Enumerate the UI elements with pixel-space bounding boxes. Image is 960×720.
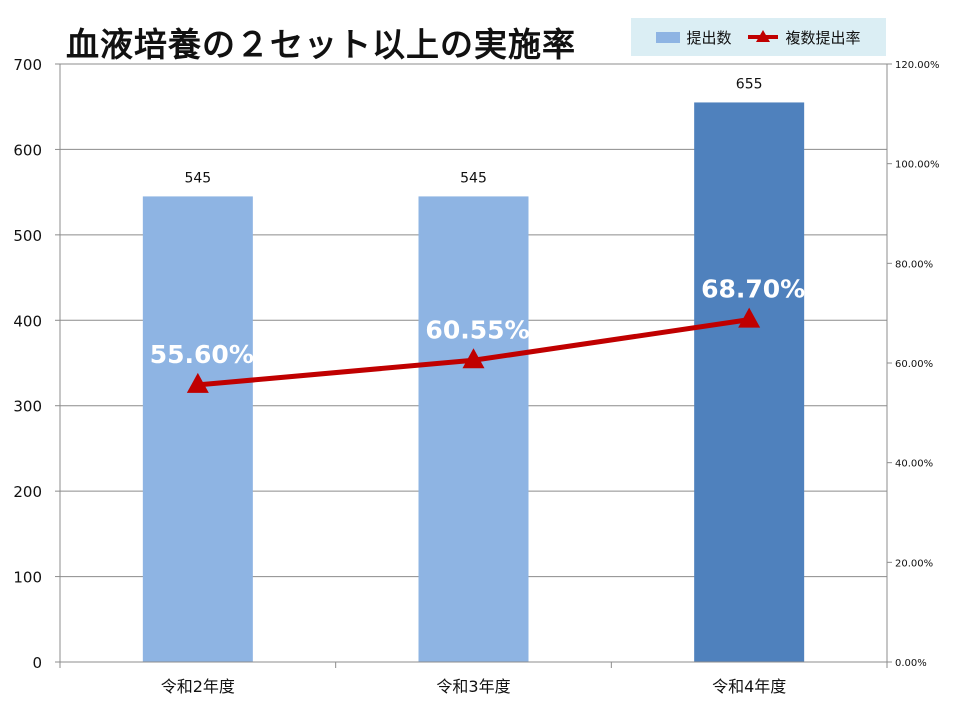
left-axis-tick-label: 700: [13, 56, 42, 74]
x-axis-tick-label: 令和2年度: [161, 677, 235, 696]
x-axis-tick-label: 令和3年度: [436, 677, 510, 696]
bar: [142, 196, 253, 662]
x-axis-tick-label: 令和4年度: [712, 677, 786, 696]
bar: [418, 196, 529, 662]
left-axis-tick-label: 300: [13, 398, 42, 416]
legend-entry-line: 複数提出率: [746, 27, 861, 48]
legend-swatch-line: [747, 30, 778, 42]
legend: 提出数 複数提出率: [631, 18, 886, 56]
right-axis-tick-label: 80.00%: [895, 259, 933, 270]
bar-data-label: 655: [736, 76, 763, 92]
left-axis-tick-label: 400: [13, 312, 42, 330]
rate-point: [738, 307, 761, 328]
legend-label-bar: 提出数: [686, 28, 732, 47]
right-axis-tick-label: 40.00%: [895, 459, 933, 470]
rate-data-label: 60.55%: [425, 315, 529, 344]
right-axis-tick-label: 0.00%: [895, 658, 927, 669]
left-axis-tick-label: 100: [13, 569, 42, 587]
left-axis-tick-label: 200: [13, 483, 42, 501]
chart-title: 血液培養の２セット以上の実施率: [66, 25, 576, 64]
bar: [694, 102, 805, 662]
rate-point: [186, 372, 209, 393]
right-axis-tick-label: 100.00%: [895, 160, 940, 171]
legend-swatch-bar: [656, 31, 681, 43]
rate-data-label: 55.60%: [150, 340, 254, 369]
rate-point: [462, 348, 485, 369]
legend-entry-bar: 提出数: [656, 27, 732, 48]
left-axis-tick-label: 500: [13, 227, 42, 245]
left-axis-tick-label: 0: [32, 654, 42, 672]
left-axis-tick-label: 600: [13, 141, 42, 159]
legend-label-line: 複数提出率: [785, 28, 861, 47]
bar-data-label: 545: [460, 170, 487, 186]
right-axis-tick-label: 20.00%: [895, 558, 933, 569]
rate-data-label: 68.70%: [701, 275, 805, 304]
bar-data-label: 545: [184, 170, 211, 186]
right-axis-tick-label: 60.00%: [895, 359, 933, 370]
right-axis-tick-label: 120.00%: [895, 60, 940, 71]
